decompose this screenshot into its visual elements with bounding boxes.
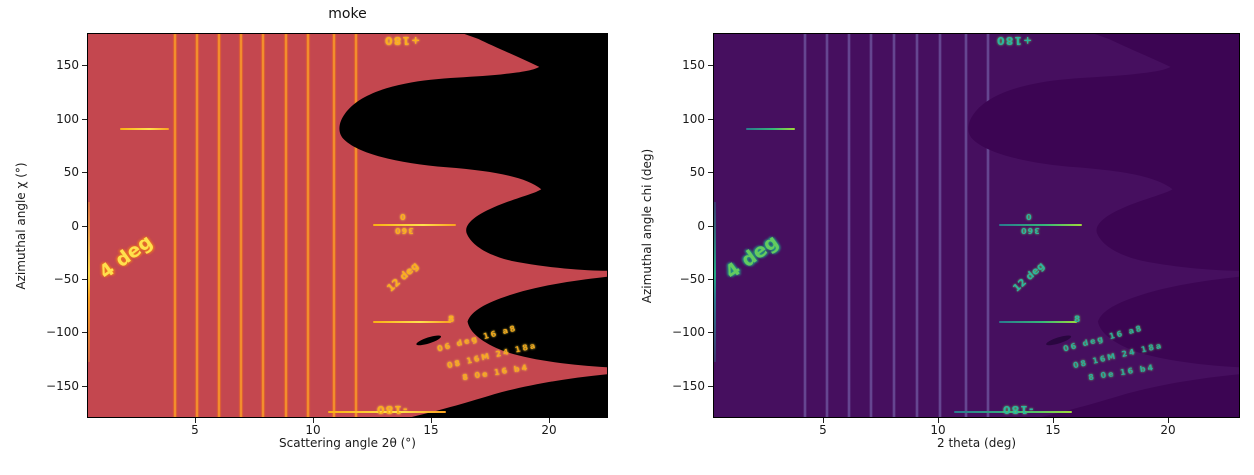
ring-line (892, 34, 896, 417)
y-tick-label: 50 (63, 165, 79, 179)
ring-line (847, 34, 851, 417)
right-plot-canvas: +180 4 deg 0 360 12 deg 8 06 deg 16 a8 0… (713, 33, 1240, 418)
y-tick-label: 100 (56, 112, 79, 126)
y-tick-label: −100 (672, 325, 705, 339)
wrap-label-top: +180 (384, 34, 421, 47)
ring-line (283, 34, 289, 417)
y-tick-mark (82, 386, 87, 387)
three-sixty-label: 360 (1020, 226, 1040, 235)
left-x-axis-label: Scattering angle 2θ (°) (279, 436, 416, 450)
y-tick-mark (82, 279, 87, 280)
y-tick-mark (708, 332, 713, 333)
wrap-label-top: +180 (996, 34, 1033, 47)
ring-line (331, 34, 337, 417)
y-tick-mark (708, 65, 713, 66)
x-tick-mark (938, 418, 939, 423)
x-tick-label: 15 (1045, 423, 1061, 437)
ring-line (986, 34, 990, 417)
left-plot: moke +180 4 deg 0 (14, 6, 608, 450)
x-tick-label: 20 (1160, 423, 1176, 437)
eight-label: 8 (1074, 315, 1081, 325)
x-tick-mark (1053, 418, 1054, 423)
y-tick-mark (82, 65, 87, 66)
ring-line (238, 34, 244, 417)
x-tick-label: 5 (191, 423, 199, 437)
y-tick-label: −50 (679, 272, 705, 286)
y-tick-label: 150 (56, 58, 79, 72)
y-tick-label: 50 (689, 165, 705, 179)
ring-line (260, 34, 266, 417)
y-tick-label: 0 (71, 219, 79, 233)
chi90-marker-line (746, 128, 795, 130)
edge-ring-line (88, 202, 90, 362)
y-tick-mark (82, 172, 87, 173)
right-plot: +180 4 deg 0 360 12 deg 8 06 deg 16 a8 0… (640, 33, 1240, 450)
ring-line (216, 34, 222, 417)
zero-label: 0 (1026, 213, 1032, 222)
masked-region (968, 34, 1239, 417)
y-tick-label: 0 (697, 219, 705, 233)
chi0-marker-line (999, 224, 1082, 226)
y-tick-mark (708, 226, 713, 227)
y-tick-mark (708, 386, 713, 387)
x-tick-label: 15 (423, 423, 439, 437)
y-tick-mark (708, 119, 713, 120)
x-tick-label: 10 (930, 423, 946, 437)
ring-line (194, 34, 200, 417)
wrap-label-bottom: -180 (376, 403, 408, 416)
y-tick-mark (82, 119, 87, 120)
x-tick-mark (431, 418, 432, 423)
y-tick-label: −150 (672, 379, 705, 393)
ring-line (803, 34, 807, 417)
chi-minus180-marker-line (328, 411, 446, 413)
chi-minus90-marker-line (373, 321, 451, 323)
y-tick-label: 150 (682, 58, 705, 72)
zero-label: 0 (400, 213, 406, 222)
ring-line (915, 34, 919, 417)
left-plot-canvas: +180 4 deg 0 360 12 deg 8 06 deg 16 a8 0… (87, 33, 608, 418)
eight-label: 8 (448, 315, 455, 325)
left-y-axis-label: Azimuthal angle χ (°) (14, 161, 28, 290)
right-y-axis-label: Azimuthal angle chi (deg) (640, 148, 654, 303)
y-tick-mark (82, 226, 87, 227)
chi-minus90-marker-line (999, 321, 1077, 323)
y-tick-label: −150 (46, 379, 79, 393)
ring-line (938, 34, 942, 417)
edge-ring-line (714, 202, 716, 362)
x-tick-label: 20 (541, 423, 557, 437)
ring-line (172, 34, 178, 417)
wrap-label-bottom: -180 (1002, 403, 1034, 416)
x-tick-mark (313, 418, 314, 423)
y-tick-mark (708, 172, 713, 173)
three-sixty-label: 360 (394, 226, 414, 235)
ring-line (305, 34, 311, 417)
left-plot-title: moke (328, 6, 367, 22)
ring-line (869, 34, 873, 417)
x-tick-label: 5 (819, 423, 827, 437)
ring-line (964, 34, 968, 417)
masked-region (339, 34, 607, 417)
ring-line (825, 34, 829, 417)
x-tick-label: 10 (305, 423, 321, 437)
x-tick-mark (1168, 418, 1169, 423)
x-tick-mark (823, 418, 824, 423)
x-tick-mark (195, 418, 196, 423)
chi0-marker-line (373, 224, 456, 226)
y-tick-mark (82, 332, 87, 333)
right-x-axis-label: 2 theta (deg) (937, 436, 1016, 450)
chi-minus180-marker-line (954, 411, 1072, 413)
ring-line (353, 34, 359, 417)
chi90-marker-line (120, 128, 169, 130)
y-tick-label: 100 (682, 112, 705, 126)
y-tick-mark (708, 279, 713, 280)
y-tick-label: −50 (53, 272, 79, 286)
x-tick-mark (549, 418, 550, 423)
y-tick-label: −100 (46, 325, 79, 339)
